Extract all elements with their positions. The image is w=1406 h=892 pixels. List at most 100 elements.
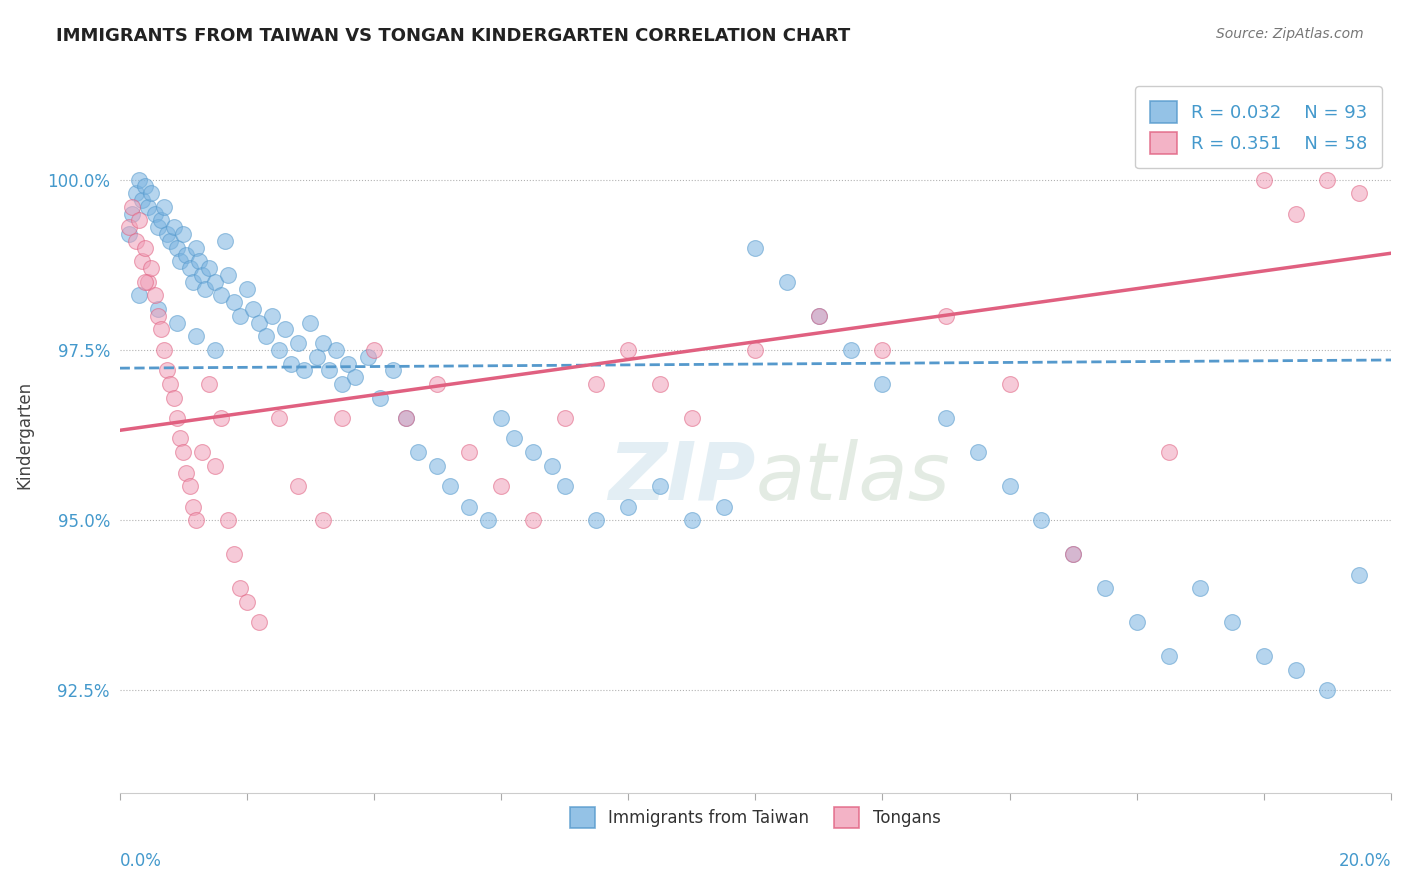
Point [153,200,176,214]
Point [1094,582,1116,596]
Point [191,268,214,282]
Point [179,479,201,493]
Point [197,376,219,391]
Point [172,227,194,241]
Point [166,411,188,425]
Point [299,316,322,330]
Point [337,357,360,371]
Point [229,582,252,596]
Point [522,513,544,527]
Point [217,513,239,527]
Legend: Immigrants from Taiwan, Tongans: Immigrants from Taiwan, Tongans [564,801,948,834]
Point [330,411,353,425]
Point [617,343,640,357]
Point [136,275,159,289]
Point [312,336,335,351]
Text: Source: ZipAtlas.com: Source: ZipAtlas.com [1216,27,1364,41]
Point [222,547,245,561]
Point [312,513,335,527]
Point [267,343,290,357]
Point [408,445,430,459]
Point [935,411,957,425]
Point [776,275,799,289]
Point [1253,649,1275,664]
Point [197,261,219,276]
Point [188,254,211,268]
Point [128,288,150,302]
Point [184,241,207,255]
Point [807,309,830,323]
Point [204,458,226,473]
Point [149,213,172,227]
Point [395,411,418,425]
Point [966,445,988,459]
Point [744,343,766,357]
Point [124,234,146,248]
Point [184,513,207,527]
Point [681,411,703,425]
Point [554,479,576,493]
Point [166,316,188,330]
Point [541,458,564,473]
Point [143,288,166,302]
Point [267,411,290,425]
Point [648,479,671,493]
Point [249,615,271,630]
Text: 20.0%: 20.0% [1339,852,1391,870]
Point [274,322,297,336]
Point [235,595,257,609]
Point [141,261,163,276]
Point [146,220,169,235]
Point [1316,683,1339,698]
Point [554,411,576,425]
Point [128,172,150,186]
Point [458,500,481,514]
Point [872,343,894,357]
Point [156,227,179,241]
Point [242,301,264,316]
Point [1189,582,1212,596]
Point [1157,445,1180,459]
Point [118,220,141,235]
Point [136,200,159,214]
Point [287,336,309,351]
Point [181,275,204,289]
Point [146,309,169,323]
Point [163,220,186,235]
Point [305,350,328,364]
Point [217,268,239,282]
Point [166,241,188,255]
Point [502,432,524,446]
Point [159,234,181,248]
Point [935,309,957,323]
Point [121,200,143,214]
Point [426,376,449,391]
Point [146,301,169,316]
Point [262,309,284,323]
Text: 0.0%: 0.0% [120,852,162,870]
Point [191,445,214,459]
Point [585,513,607,527]
Point [118,227,141,241]
Point [204,343,226,357]
Point [1157,649,1180,664]
Point [124,186,146,201]
Point [153,343,176,357]
Point [381,363,404,377]
Point [141,186,163,201]
Point [159,376,181,391]
Point [648,376,671,391]
Point [209,411,232,425]
Point [287,479,309,493]
Point [395,411,418,425]
Point [235,282,257,296]
Point [489,479,512,493]
Point [1031,513,1053,527]
Point [1062,547,1084,561]
Point [176,247,198,261]
Point [872,376,894,391]
Point [156,363,179,377]
Point [368,391,391,405]
Text: ZIP: ZIP [607,439,755,517]
Point [229,309,252,323]
